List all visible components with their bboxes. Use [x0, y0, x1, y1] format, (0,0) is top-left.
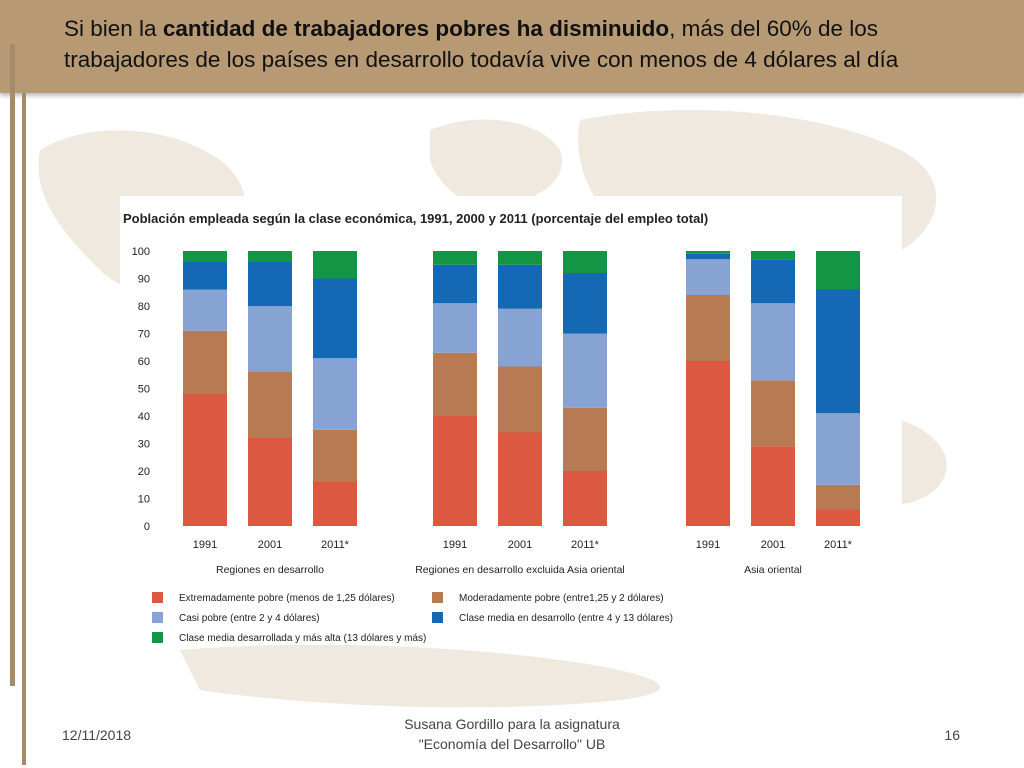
bar-segment-3-2001-near: [751, 303, 795, 381]
bar-segment-3-1991-extreme: [686, 361, 730, 526]
stacked-bar-chart: Población empleada según la clase económ…: [123, 211, 860, 644]
x-tick-label-1-2001: 2001: [258, 539, 282, 551]
bar-segment-2-1991-near: [433, 303, 477, 353]
bar-segment-3-1991-middle_dev: [686, 253, 730, 260]
legend-swatch-near: [152, 612, 163, 623]
slide-title-pre: Si bien la: [64, 16, 163, 41]
bar-segment-3-2011-middle_dev: [816, 289, 860, 414]
bar-segment-3-2011-moderate: [816, 484, 860, 510]
bar-segment-2-2011-middle_dev: [563, 273, 607, 334]
legend-label-extreme: Extremadamente pobre (menos de 1,25 dóla…: [179, 593, 395, 604]
x-tick-label-1-1991: 1991: [193, 539, 217, 551]
bar-segment-3-2001-extreme: [751, 446, 795, 526]
bar-segment-2-1991-middle_dev: [433, 264, 477, 304]
bar-segment-2-1991-moderate: [433, 352, 477, 416]
bar-segment-1-1991-extreme: [183, 394, 227, 526]
page-number: 16: [944, 727, 960, 743]
bar-segment-1-2001-moderate: [248, 372, 292, 438]
bar-segment-1-1991-near: [183, 289, 227, 331]
y-tick-label-90: 90: [138, 274, 150, 286]
footer-author-line1: Susana Gordillo para la asignatura: [404, 716, 620, 732]
y-tick-label-50: 50: [138, 384, 150, 396]
bar-segment-2-1991-middle_high: [433, 251, 477, 265]
legend-swatch-middle_dev: [432, 612, 443, 623]
slide-title: Si bien la cantidad de trabajadores pobr…: [64, 13, 1004, 75]
chart-title: Población empleada según la clase económ…: [123, 211, 708, 226]
bar-segment-1-2011-middle_high: [313, 251, 357, 279]
bar-segment-1-2011-extreme: [313, 482, 357, 526]
bar-segment-2-2001-middle_high: [498, 251, 542, 265]
bar-segment-3-2001-middle_high: [751, 251, 795, 260]
bar-segment-3-2001-moderate: [751, 380, 795, 447]
legend-label-middle_dev: Clase media en desarrollo (entre 4 y 13 …: [459, 613, 673, 624]
slide-title-post: , más del 60% de los trabajadores de los…: [64, 16, 899, 72]
bar-segment-1-2011-near: [313, 358, 357, 430]
bar-segment-2-2001-moderate: [498, 366, 542, 433]
y-tick-label-40: 40: [138, 411, 150, 423]
group-label-2: Regiones en desarrollo excluida Asia ori…: [415, 564, 625, 576]
left-rail-outer: [10, 44, 15, 686]
bar-segment-2-2001-near: [498, 308, 542, 367]
bar-segment-3-2011-near: [816, 413, 860, 485]
title-bar: [0, 0, 1024, 93]
x-tick-label-2-1991: 1991: [443, 539, 467, 551]
left-rail-inner: [22, 93, 26, 765]
bar-segment-3-2001-middle_dev: [751, 259, 795, 304]
x-tick-label-2-2001: 2001: [508, 539, 532, 551]
footer-date: 12/11/2018: [62, 727, 132, 743]
bar-segment-1-2001-middle_high: [248, 251, 292, 262]
bar-segment-3-2011-extreme: [816, 509, 860, 526]
y-tick-label-0: 0: [144, 521, 150, 533]
x-tick-label-3-2011: 2011*: [824, 539, 853, 551]
slide-title-bold: cantidad de trabajadores pobres ha dismi…: [162, 16, 670, 41]
x-tick-label-1-2011: 2011*: [321, 539, 350, 551]
bar-segment-2-1991-extreme: [433, 416, 477, 526]
bar-segment-1-2001-middle_dev: [248, 262, 292, 306]
bar-segment-1-2001-near: [248, 306, 292, 372]
bar-segment-1-1991-middle_high: [183, 251, 227, 262]
y-tick-label-30: 30: [138, 439, 150, 451]
legend-swatch-moderate: [432, 592, 443, 603]
bar-segment-3-1991-near: [686, 259, 730, 295]
bar-segment-2-2001-middle_dev: [498, 264, 542, 309]
chart-panel: Población empleada según la clase económ…: [120, 196, 902, 644]
bar-segment-3-2011-middle_high: [816, 251, 860, 290]
legend-label-near: Casi pobre (entre 2 y 4 dólares): [179, 613, 320, 624]
bar-segment-1-2001-extreme: [248, 438, 292, 526]
footer-author: Susana Gordillo para la asignatura "Econ…: [360, 714, 664, 754]
y-tick-label-80: 80: [138, 301, 150, 313]
bar-segment-2-2011-extreme: [563, 471, 607, 526]
bar-segment-2-2011-moderate: [563, 407, 607, 471]
bar-segment-2-2001-extreme: [498, 432, 542, 526]
x-tick-label-2-2011: 2011*: [571, 539, 600, 551]
bar-segment-1-1991-middle_dev: [183, 262, 227, 290]
y-tick-label-70: 70: [138, 329, 150, 341]
bar-segment-2-2011-near: [563, 333, 607, 408]
footer-author-line2: "Economía del Desarrollo" UB: [418, 736, 606, 752]
bar-segment-3-1991-middle_high: [686, 251, 730, 254]
y-tick-label-10: 10: [138, 494, 150, 506]
legend-label-middle_high: Clase media desarrollada y más alta (13 …: [179, 633, 426, 644]
legend-label-moderate: Moderadamente pobre (entre1,25 y 2 dólar…: [459, 593, 664, 604]
y-tick-label-20: 20: [138, 466, 150, 478]
x-tick-label-3-1991: 1991: [696, 539, 720, 551]
y-tick-label-60: 60: [138, 356, 150, 368]
bar-segment-1-1991-moderate: [183, 330, 227, 394]
bar-segment-1-2011-moderate: [313, 429, 357, 482]
bar-segment-2-2011-middle_high: [563, 251, 607, 273]
y-tick-label-100: 100: [132, 246, 150, 258]
bar-segment-3-1991-moderate: [686, 295, 730, 361]
x-tick-label-3-2001: 2001: [761, 539, 785, 551]
group-label-1: Regiones en desarrollo: [216, 564, 324, 576]
legend-swatch-middle_high: [152, 632, 163, 643]
group-label-3: Asia oriental: [744, 564, 802, 576]
bar-segment-1-2011-middle_dev: [313, 278, 357, 359]
legend-swatch-extreme: [152, 592, 163, 603]
